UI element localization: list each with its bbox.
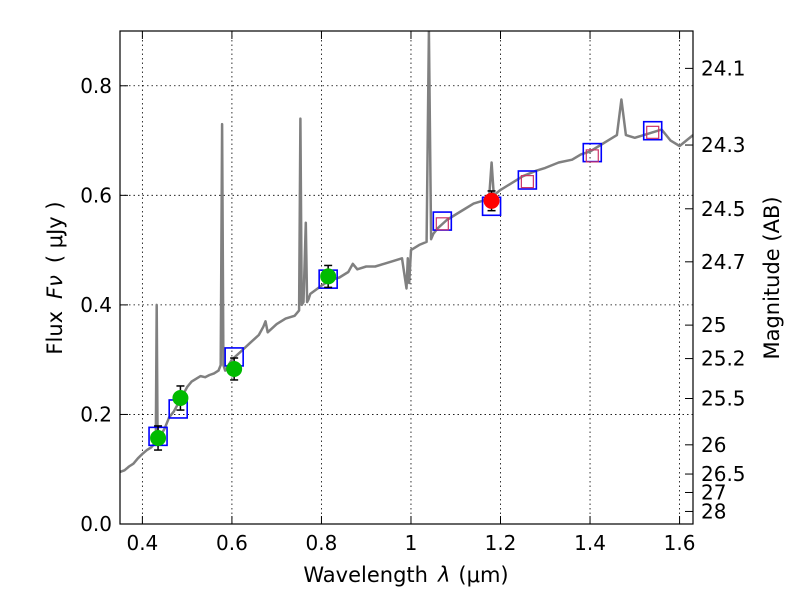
y-tick-label: 0.0 — [80, 512, 112, 536]
x-axis-label-unit: (μm) — [458, 563, 508, 587]
y-axis-label-unit: ( μJy ) — [43, 201, 67, 263]
magnitude-tick-label: 28 — [701, 499, 726, 523]
sed-photometry-box — [646, 125, 660, 139]
y-axis-label-symbol: Fν — [43, 275, 67, 299]
sed-photometry-box — [435, 217, 449, 231]
x-axis: 0.4 0.6 0.8 1 1.2 1.4 1.6 — [126, 31, 695, 555]
plot-frame — [119, 30, 694, 525]
magnitude-tick-label: 26.5 — [701, 462, 746, 486]
x-axis-label-symbol: λ — [437, 563, 450, 587]
y-tick-label: 0.8 — [80, 74, 112, 98]
optical-data-point — [150, 429, 167, 446]
x-tick-label: 0.6 — [216, 531, 248, 555]
observed-photometry-points — [150, 190, 500, 451]
x-tick-label: 1.6 — [664, 531, 696, 555]
y-axis-label: Flux Fν ( μJy ) — [43, 201, 67, 354]
x-tick-label: 0.4 — [126, 531, 158, 555]
magnitude-tick-label: 25.5 — [701, 387, 746, 411]
sed-model-line — [120, 31, 693, 474]
magnitude-tick-label: 27 — [701, 480, 726, 504]
magnitude-tick-label: 25.2 — [701, 347, 746, 371]
y-axis-label-text: Flux — [43, 311, 67, 355]
x-axis-label: Wavelength λ (μm) — [303, 563, 508, 587]
x-axis-label-text: Wavelength — [303, 563, 428, 587]
x-tick-label: 1.2 — [485, 531, 517, 555]
optical-data-point — [172, 390, 189, 407]
sed-photometry-box — [520, 175, 534, 189]
optical-data-point — [226, 360, 243, 377]
model-photometry-box — [642, 120, 663, 141]
magnitude-axis-label: Magnitude (AB) — [760, 196, 784, 359]
magnitude-tick-label: 24.3 — [701, 133, 746, 157]
optical-data-point — [320, 268, 337, 285]
magnitude-tick-label: 25 — [701, 313, 726, 337]
nir-data-point — [483, 192, 500, 209]
y-tick-label: 0.4 — [80, 293, 112, 317]
x-tick-label: 1.4 — [574, 531, 606, 555]
x-tick-label: 1 — [405, 531, 418, 555]
magnitude-tick-label: 24.5 — [701, 197, 746, 221]
plot-content — [120, 31, 693, 474]
model-photometry-box — [517, 170, 538, 190]
magnitude-tick-label: 26 — [701, 433, 726, 457]
y-tick-label: 0.2 — [80, 402, 112, 426]
magnitude-tick-label: 24.7 — [701, 250, 746, 274]
y-tick-label: 0.6 — [80, 183, 112, 207]
sed-photometry-box — [585, 149, 599, 163]
magnitude-tick-label: 24.1 — [701, 56, 746, 80]
x-tick-label: 0.8 — [306, 531, 338, 555]
y-axis: 0.0 0.2 0.4 0.6 0.8 — [80, 74, 128, 536]
